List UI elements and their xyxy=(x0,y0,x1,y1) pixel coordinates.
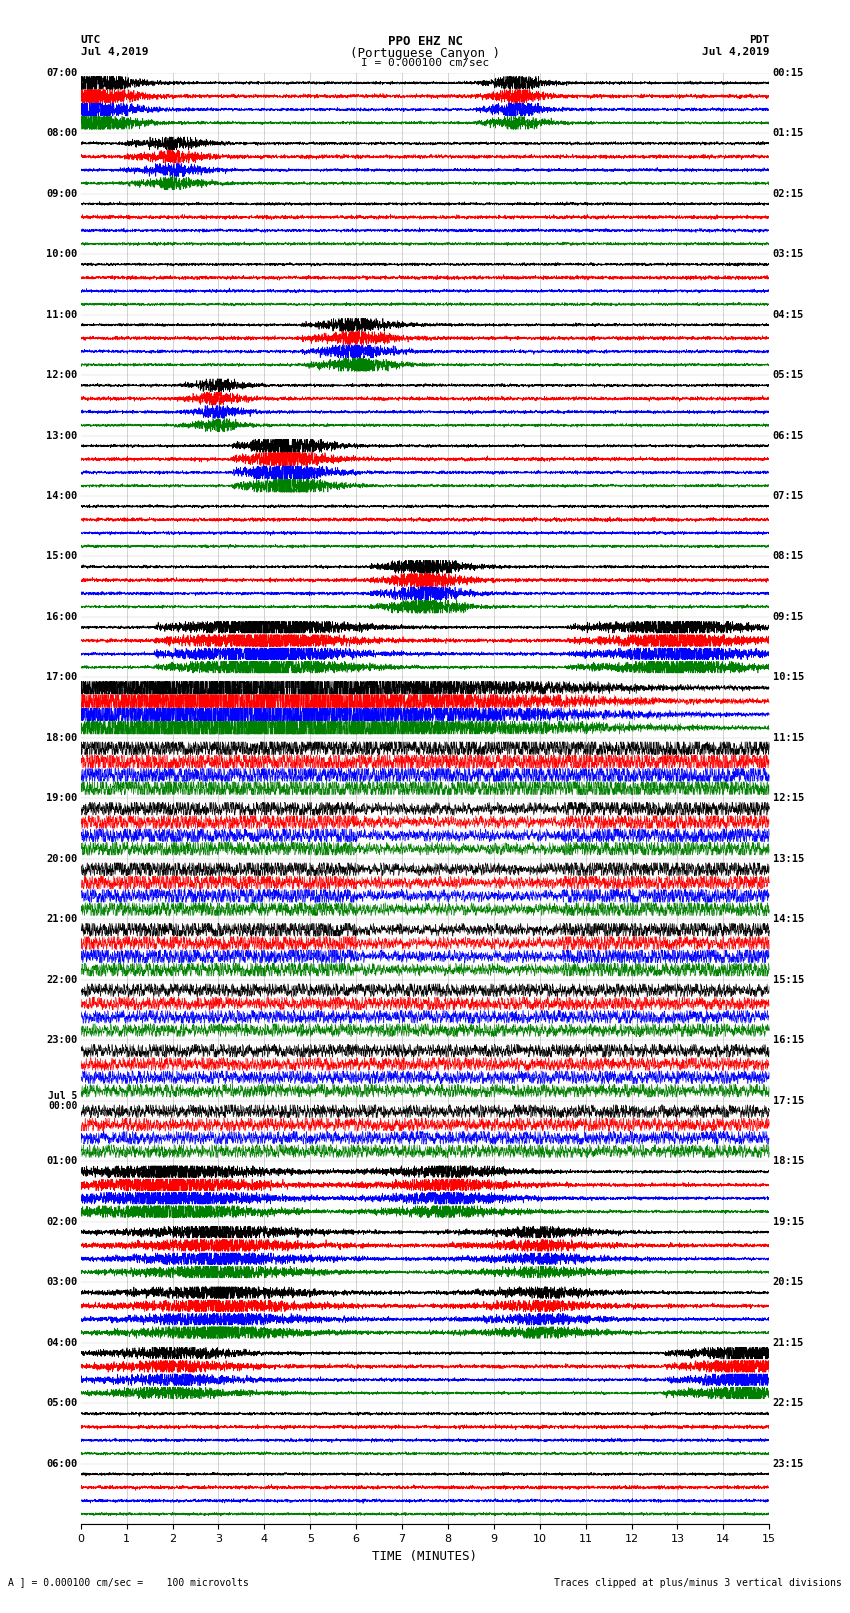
Text: 23:15: 23:15 xyxy=(773,1458,804,1469)
Text: 04:00: 04:00 xyxy=(46,1337,77,1348)
X-axis label: TIME (MINUTES): TIME (MINUTES) xyxy=(372,1550,478,1563)
Text: 07:00: 07:00 xyxy=(46,68,77,77)
Text: 22:15: 22:15 xyxy=(773,1398,804,1408)
Text: 20:15: 20:15 xyxy=(773,1277,804,1287)
Text: 12:15: 12:15 xyxy=(773,794,804,803)
Text: 22:00: 22:00 xyxy=(46,974,77,986)
Text: 17:00: 17:00 xyxy=(46,673,77,682)
Text: 00:00: 00:00 xyxy=(48,1100,77,1111)
Text: 19:15: 19:15 xyxy=(773,1216,804,1227)
Text: 04:15: 04:15 xyxy=(773,310,804,319)
Text: 03:15: 03:15 xyxy=(773,248,804,260)
Text: 09:15: 09:15 xyxy=(773,611,804,623)
Text: 13:15: 13:15 xyxy=(773,853,804,865)
Text: 10:15: 10:15 xyxy=(773,673,804,682)
Text: Traces clipped at plus/minus 3 vertical divisions: Traces clipped at plus/minus 3 vertical … xyxy=(553,1578,842,1587)
Text: 17:15: 17:15 xyxy=(773,1095,804,1107)
Text: 21:00: 21:00 xyxy=(46,915,77,924)
Text: 19:00: 19:00 xyxy=(46,794,77,803)
Text: 12:00: 12:00 xyxy=(46,369,77,381)
Text: A ] = 0.000100 cm/sec =    100 microvolts: A ] = 0.000100 cm/sec = 100 microvolts xyxy=(8,1578,249,1587)
Text: Jul 5: Jul 5 xyxy=(48,1090,77,1100)
Text: PPO EHZ NC: PPO EHZ NC xyxy=(388,35,462,48)
Text: 16:15: 16:15 xyxy=(773,1036,804,1045)
Text: 23:00: 23:00 xyxy=(46,1036,77,1045)
Text: 11:15: 11:15 xyxy=(773,732,804,744)
Text: 07:15: 07:15 xyxy=(773,490,804,502)
Text: 10:00: 10:00 xyxy=(46,248,77,260)
Text: 01:00: 01:00 xyxy=(46,1157,77,1166)
Text: 18:15: 18:15 xyxy=(773,1157,804,1166)
Text: 18:00: 18:00 xyxy=(46,732,77,744)
Text: 00:15: 00:15 xyxy=(773,68,804,77)
Text: 01:15: 01:15 xyxy=(773,127,804,139)
Text: 02:15: 02:15 xyxy=(773,189,804,198)
Text: 15:15: 15:15 xyxy=(773,974,804,986)
Text: Jul 4,2019: Jul 4,2019 xyxy=(81,47,148,56)
Text: 20:00: 20:00 xyxy=(46,853,77,865)
Text: 14:15: 14:15 xyxy=(773,915,804,924)
Text: 16:00: 16:00 xyxy=(46,611,77,623)
Text: 13:00: 13:00 xyxy=(46,431,77,440)
Text: 11:00: 11:00 xyxy=(46,310,77,319)
Text: 05:00: 05:00 xyxy=(46,1398,77,1408)
Text: 21:15: 21:15 xyxy=(773,1337,804,1348)
Text: PDT: PDT xyxy=(749,35,769,45)
Text: 02:00: 02:00 xyxy=(46,1216,77,1227)
Text: 09:00: 09:00 xyxy=(46,189,77,198)
Text: 03:00: 03:00 xyxy=(46,1277,77,1287)
Text: 08:15: 08:15 xyxy=(773,552,804,561)
Text: 06:00: 06:00 xyxy=(46,1458,77,1469)
Text: (Portuguese Canyon ): (Portuguese Canyon ) xyxy=(350,47,500,60)
Text: 05:15: 05:15 xyxy=(773,369,804,381)
Text: 15:00: 15:00 xyxy=(46,552,77,561)
Text: 14:00: 14:00 xyxy=(46,490,77,502)
Text: 08:00: 08:00 xyxy=(46,127,77,139)
Text: UTC: UTC xyxy=(81,35,101,45)
Text: Jul 4,2019: Jul 4,2019 xyxy=(702,47,769,56)
Text: 06:15: 06:15 xyxy=(773,431,804,440)
Text: I = 0.000100 cm/sec: I = 0.000100 cm/sec xyxy=(361,58,489,68)
